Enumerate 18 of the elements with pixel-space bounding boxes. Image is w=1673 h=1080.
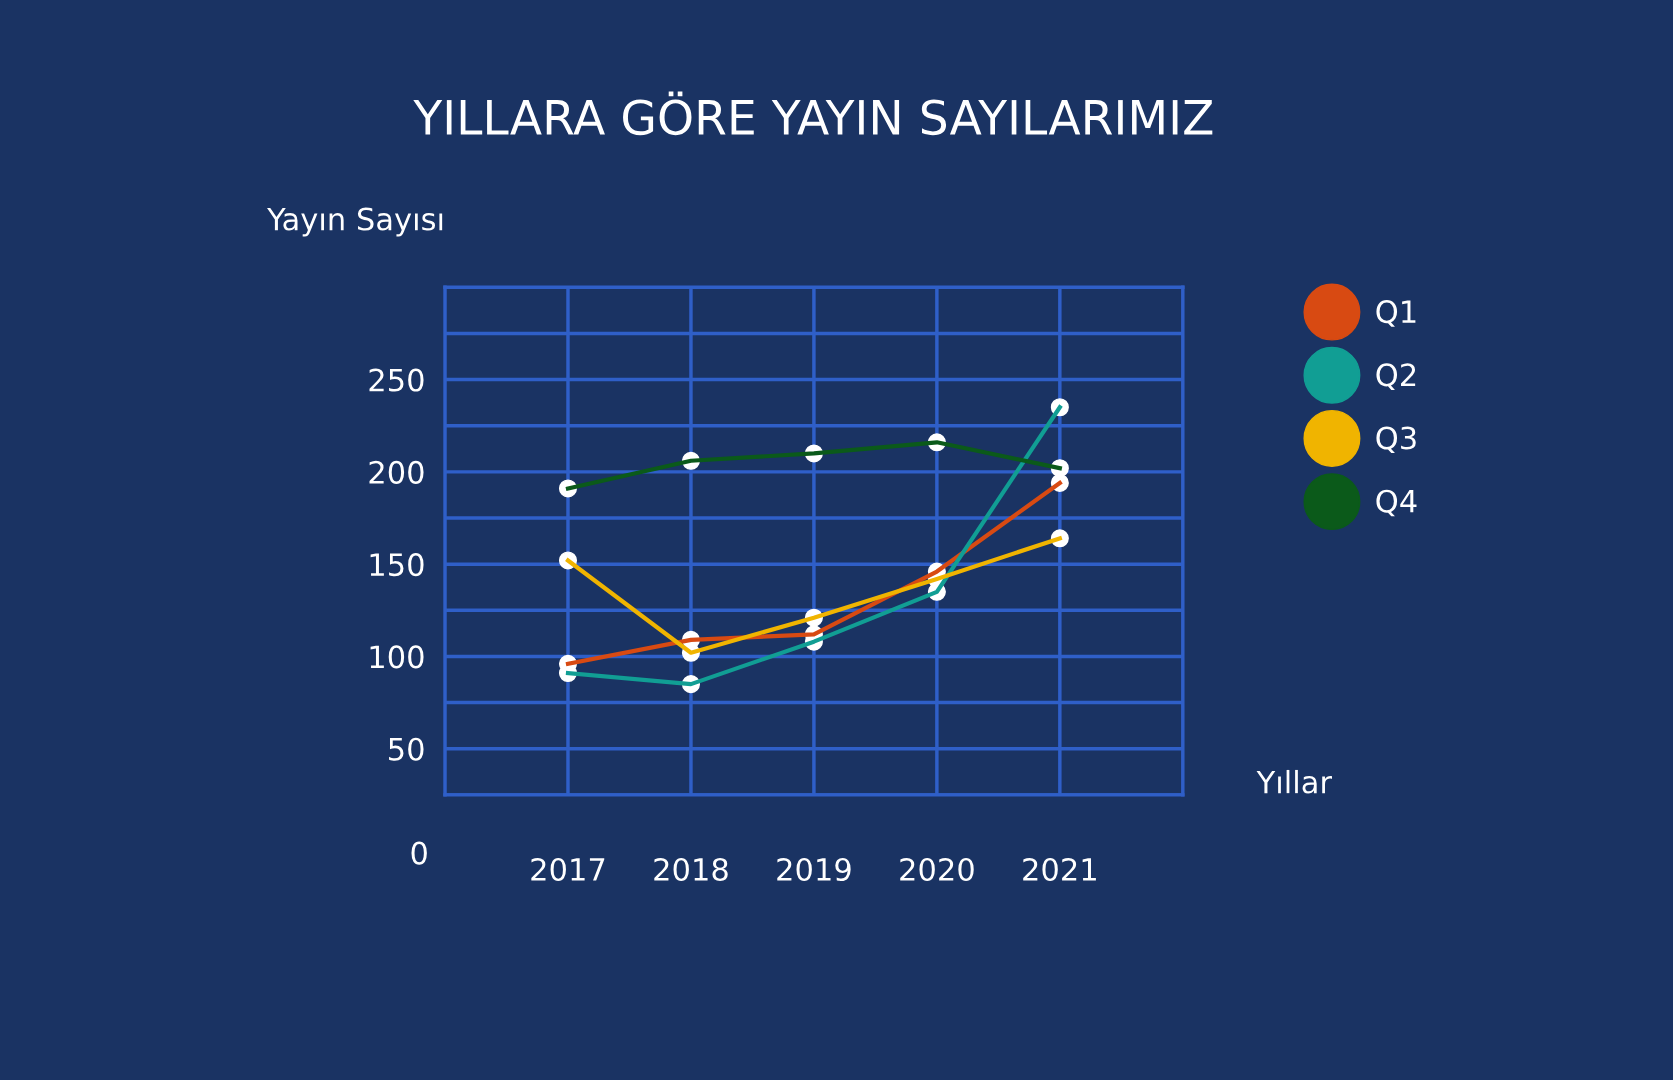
x-tick-label: 2017 bbox=[531, 857, 605, 882]
legend-label: Q4 bbox=[1376, 489, 1417, 517]
x-axis-title: Yıllar bbox=[1256, 769, 1333, 794]
y-tick-label: 250 bbox=[369, 368, 424, 392]
y-axis-title: Yayın Sayısı bbox=[267, 207, 443, 237]
y-tick-label: 50 bbox=[389, 737, 424, 761]
y-tick-label: 150 bbox=[370, 553, 424, 577]
x-tick-label: 2021 bbox=[1023, 857, 1096, 882]
legend-label: Q1 bbox=[1376, 300, 1416, 327]
y-tick-label: 100 bbox=[370, 645, 424, 669]
y-tick-label: 200 bbox=[369, 460, 424, 484]
chart-title: YILLARA GÖRE YAYIN SAYILARIMIZ bbox=[413, 91, 1213, 136]
x-tick-label: 2019 bbox=[777, 857, 851, 882]
x-tick-label: 2020 bbox=[900, 857, 974, 882]
x-tick-label: 2018 bbox=[654, 857, 728, 882]
legend-label: Q3 bbox=[1376, 426, 1416, 454]
text: 0 bbox=[411, 841, 427, 865]
legend-label: Q2 bbox=[1376, 363, 1416, 390]
